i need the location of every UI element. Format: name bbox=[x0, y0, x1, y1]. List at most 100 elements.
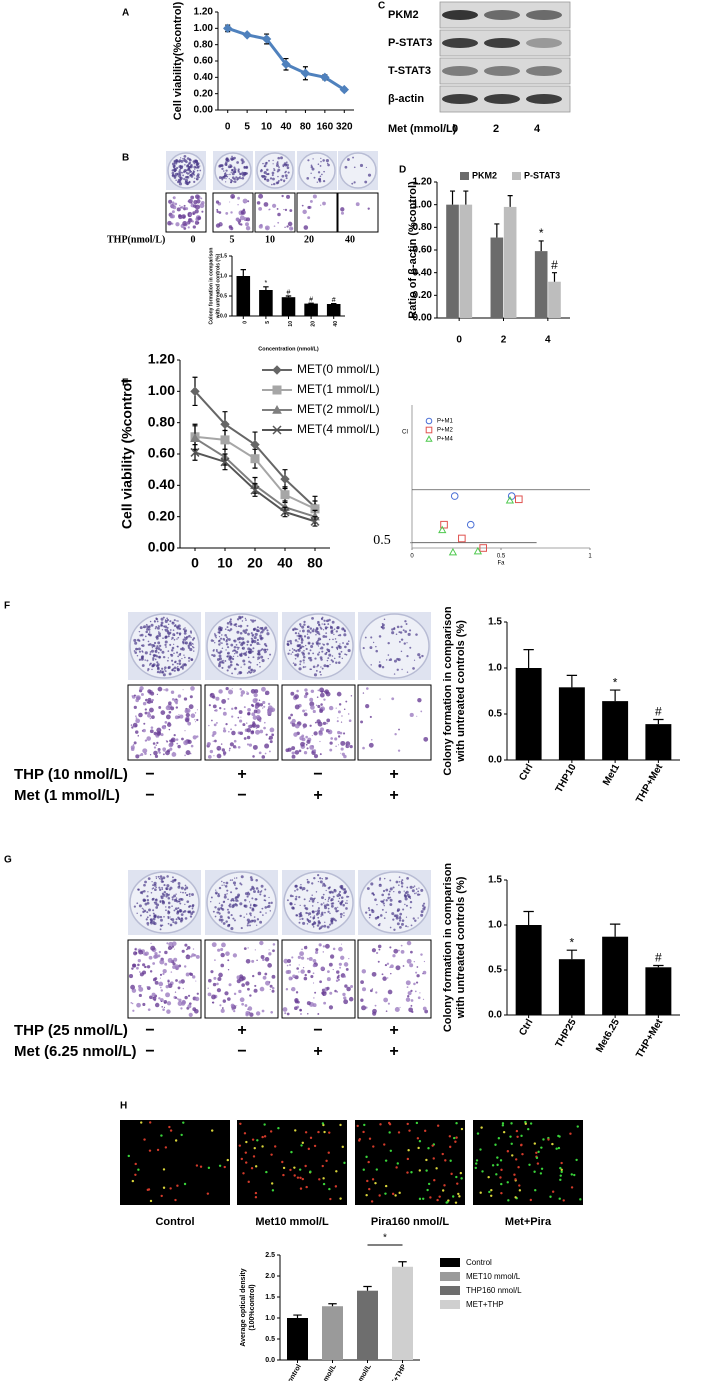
colony bbox=[242, 647, 245, 650]
colony bbox=[280, 156, 283, 159]
cell bbox=[328, 1152, 330, 1154]
colony bbox=[272, 160, 273, 161]
colony bbox=[271, 902, 273, 904]
colony bbox=[298, 632, 300, 634]
colony bbox=[366, 167, 367, 168]
colony bbox=[186, 182, 189, 185]
blot-band bbox=[442, 94, 478, 104]
colony bbox=[247, 919, 250, 922]
cell bbox=[156, 742, 158, 744]
colony bbox=[310, 657, 312, 659]
cell bbox=[230, 728, 232, 730]
cell bbox=[138, 985, 141, 988]
cell bbox=[149, 956, 153, 960]
colony bbox=[134, 905, 136, 907]
colony bbox=[162, 629, 163, 630]
cell bbox=[217, 988, 221, 992]
colony bbox=[153, 898, 155, 900]
cell bbox=[240, 688, 242, 690]
cell bbox=[385, 1185, 387, 1187]
cell bbox=[169, 743, 173, 747]
colony bbox=[190, 164, 193, 167]
cell bbox=[211, 720, 213, 722]
cell bbox=[559, 1179, 561, 1181]
cell bbox=[132, 1180, 134, 1182]
cell bbox=[239, 977, 244, 982]
colony bbox=[307, 919, 309, 921]
cell bbox=[305, 692, 308, 695]
cell bbox=[343, 996, 346, 999]
cell bbox=[309, 957, 313, 961]
cell bbox=[255, 730, 260, 735]
legend-label: PKM2 bbox=[472, 170, 497, 180]
cell bbox=[458, 1195, 460, 1197]
colony bbox=[174, 160, 177, 163]
colony bbox=[230, 879, 232, 881]
colony bbox=[234, 650, 236, 652]
treatment-sign: − bbox=[145, 787, 154, 804]
cell bbox=[169, 1187, 171, 1189]
y-tick-label: 1.0 bbox=[265, 1315, 275, 1322]
cell bbox=[410, 1171, 412, 1173]
colony bbox=[151, 881, 152, 882]
colony bbox=[369, 914, 371, 916]
colony bbox=[243, 663, 245, 665]
cell bbox=[407, 1123, 409, 1125]
cell bbox=[307, 216, 310, 219]
marker bbox=[450, 549, 457, 555]
cell bbox=[335, 1185, 337, 1187]
cell bbox=[272, 990, 275, 993]
cell bbox=[260, 703, 263, 706]
cell bbox=[161, 1006, 163, 1008]
cell bbox=[321, 966, 325, 970]
colony bbox=[234, 919, 236, 921]
cell bbox=[410, 951, 413, 954]
colony bbox=[420, 914, 423, 917]
colony bbox=[300, 913, 302, 915]
cell bbox=[342, 1146, 344, 1148]
colony bbox=[136, 648, 138, 650]
colony bbox=[307, 625, 310, 628]
colony bbox=[405, 892, 407, 894]
cell bbox=[165, 992, 170, 997]
cell bbox=[328, 1188, 330, 1190]
cell bbox=[479, 1192, 481, 1194]
colony bbox=[323, 620, 325, 622]
cell bbox=[188, 740, 190, 742]
colony bbox=[231, 673, 233, 675]
cell bbox=[289, 1169, 291, 1171]
bar bbox=[516, 668, 542, 760]
colony bbox=[168, 902, 171, 905]
cell bbox=[261, 1136, 263, 1138]
colony bbox=[190, 166, 192, 168]
cell bbox=[213, 755, 214, 756]
cell bbox=[322, 1122, 324, 1124]
cell bbox=[268, 703, 270, 705]
colony bbox=[220, 629, 222, 631]
cell bbox=[313, 749, 316, 752]
colony bbox=[143, 909, 144, 910]
cell bbox=[357, 1125, 359, 1127]
cell bbox=[213, 704, 217, 708]
colony bbox=[314, 657, 316, 659]
legend-label: MET+THP bbox=[466, 1300, 504, 1309]
cell bbox=[455, 1201, 457, 1203]
colony bbox=[299, 663, 301, 665]
colony bbox=[303, 650, 305, 652]
blot-band bbox=[526, 10, 562, 20]
cell bbox=[291, 987, 295, 991]
x-tick-label: 10 bbox=[261, 122, 273, 133]
photo-dose: 20 bbox=[304, 234, 314, 245]
x-tick-label: 40 bbox=[280, 122, 292, 133]
cell bbox=[537, 1151, 539, 1153]
colony bbox=[215, 889, 216, 890]
colony bbox=[331, 903, 333, 905]
colony bbox=[303, 623, 305, 625]
colony bbox=[170, 924, 173, 927]
colony bbox=[321, 618, 322, 619]
cell bbox=[496, 1156, 498, 1158]
colony bbox=[347, 903, 348, 904]
cell bbox=[408, 1007, 413, 1012]
colony bbox=[183, 628, 185, 630]
cell bbox=[521, 1153, 523, 1155]
